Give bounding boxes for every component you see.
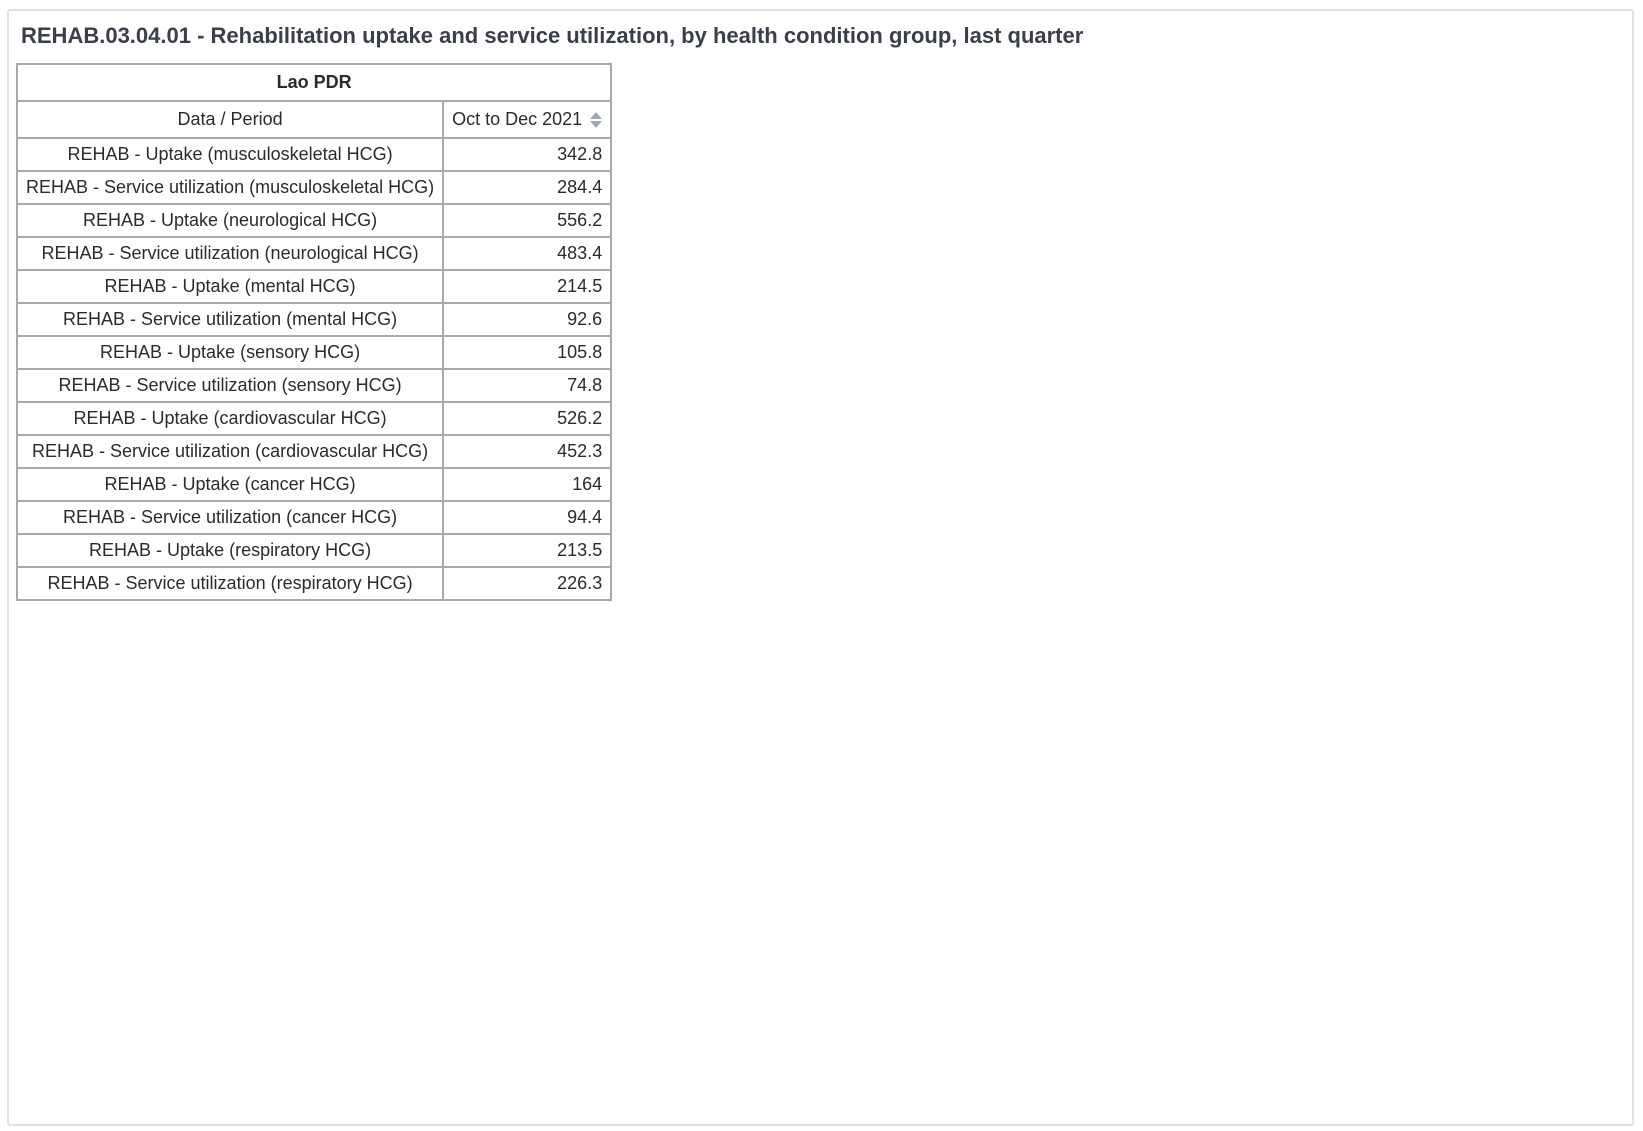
table-row: REHAB - Service utilization (respiratory… [15, 566, 613, 601]
row-label: REHAB - Uptake (sensory HCG) [15, 335, 445, 370]
row-label: REHAB - Uptake (cancer HCG) [15, 467, 445, 502]
table-row: REHAB - Uptake (mental HCG) 214.5 [15, 269, 613, 304]
sort-ascending-icon [590, 111, 603, 119]
table-row: REHAB - Uptake (cardiovascular HCG) 526.… [15, 401, 613, 436]
row-value: 342.8 [442, 137, 613, 172]
column-header-row: Data / Period Oct to Dec 2021 [15, 100, 613, 139]
table-row: REHAB - Service utilization (musculoskel… [15, 170, 613, 205]
row-label: REHAB - Service utilization (cardiovascu… [15, 434, 445, 469]
row-label: REHAB - Service utilization (mental HCG) [15, 302, 445, 337]
row-label: REHAB - Service utilization (cancer HCG) [15, 500, 445, 535]
pivot-table: Lao PDR Data / Period Oct to Dec 2021 [15, 63, 613, 601]
row-label: REHAB - Service utilization (musculoskel… [15, 170, 445, 205]
row-header: Data / Period [15, 100, 445, 139]
table-row: REHAB - Uptake (respiratory HCG) 213.5 [15, 533, 613, 568]
row-value: 105.8 [442, 335, 613, 370]
row-value: 483.4 [442, 236, 613, 271]
period-label: Oct to Dec 2021 [452, 109, 583, 129]
table-row: REHAB - Service utilization (cardiovascu… [15, 434, 613, 469]
table-row: REHAB - Service utilization (cancer HCG)… [15, 500, 613, 535]
table-row: REHAB - Uptake (cancer HCG) 164 [15, 467, 613, 502]
period-column-header[interactable]: Oct to Dec 2021 [442, 100, 613, 139]
page-title: REHAB.03.04.01 - Rehabilitation uptake a… [21, 23, 1084, 48]
country-header: Lao PDR [15, 63, 613, 102]
row-value: 74.8 [442, 368, 613, 403]
row-label: REHAB - Uptake (cardiovascular HCG) [15, 401, 445, 436]
table-row: REHAB - Service utilization (mental HCG)… [15, 302, 613, 337]
row-value: 92.6 [442, 302, 613, 337]
row-value: 526.2 [442, 401, 613, 436]
table-row: REHAB - Uptake (sensory HCG) 105.8 [15, 335, 613, 370]
row-label: REHAB - Service utilization (sensory HCG… [15, 368, 445, 403]
row-value: 284.4 [442, 170, 613, 205]
table-row: REHAB - Uptake (neurological HCG) 556.2 [15, 203, 613, 238]
sort-icon[interactable] [590, 111, 603, 128]
row-value: 164 [442, 467, 613, 502]
row-label: REHAB - Uptake (respiratory HCG) [15, 533, 445, 568]
table-row: REHAB - Uptake (musculoskeletal HCG) 342… [15, 137, 613, 172]
row-label: REHAB - Uptake (mental HCG) [15, 269, 445, 304]
report-panel: REHAB.03.04.01 - Rehabilitation uptake a… [7, 9, 1634, 1126]
row-label: REHAB - Uptake (musculoskeletal HCG) [15, 137, 445, 172]
row-label: REHAB - Service utilization (respiratory… [15, 566, 445, 601]
row-label: REHAB - Uptake (neurological HCG) [15, 203, 445, 238]
row-value: 94.4 [442, 500, 613, 535]
row-value: 452.3 [442, 434, 613, 469]
table-row: REHAB - Service utilization (neurologica… [15, 236, 613, 271]
sort-descending-icon [590, 120, 603, 128]
table-row: REHAB - Service utilization (sensory HCG… [15, 368, 613, 403]
row-value: 226.3 [442, 566, 613, 601]
country-header-row: Lao PDR [15, 63, 613, 102]
row-value: 556.2 [442, 203, 613, 238]
row-value: 213.5 [442, 533, 613, 568]
row-value: 214.5 [442, 269, 613, 304]
row-label: REHAB - Service utilization (neurologica… [15, 236, 445, 271]
